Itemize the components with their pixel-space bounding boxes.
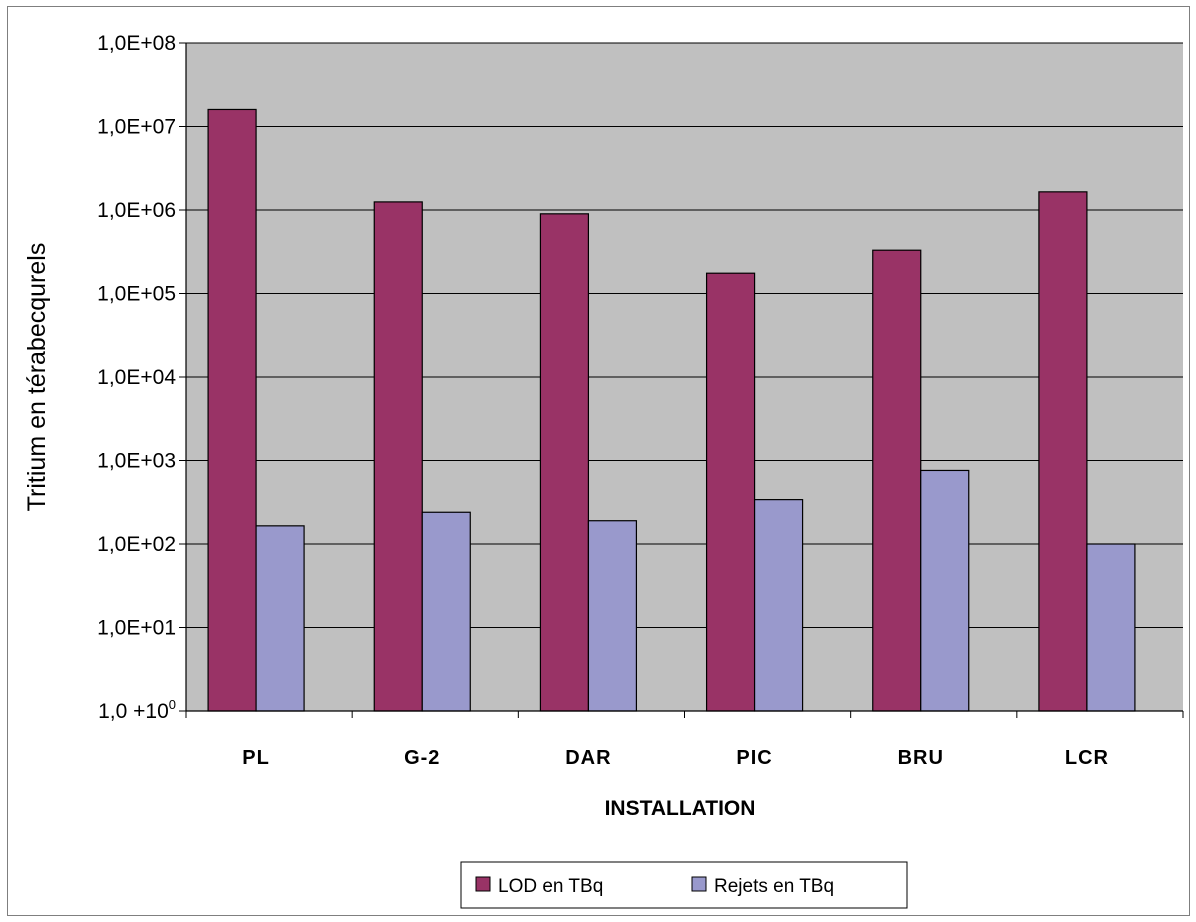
x-tick-label: BRU [898, 747, 944, 769]
y-tick-labels: 1,0 +100 1,0E+01 1,0E+02 1,0E+03 1,0E+04 1,0E… [97, 32, 176, 723]
y-axis-title: Tritium en térabecqurels [23, 243, 51, 512]
x-tick-label: DAR [565, 747, 611, 769]
x-tick-label: PIC [736, 747, 772, 769]
y-tick-label: 1,0E+02 [97, 533, 176, 556]
y-tick-label: 1,0 +100 [98, 697, 176, 723]
x-tick-label: LCR [1065, 747, 1109, 769]
y-tick-label: 1,0E+04 [97, 366, 176, 389]
bar-rejets [255, 525, 305, 712]
x-tick-label: G-2 [404, 747, 440, 769]
legend-label: Rejets en TBq [714, 876, 834, 897]
y-tick-label: 1,0E+08 [97, 32, 176, 55]
bar-lod [539, 213, 590, 712]
bar-rejets [1086, 543, 1136, 712]
gridlines [186, 42, 1183, 628]
bar-lod [872, 249, 922, 712]
x-tick-labels: PL G-2 DAR PIC BRU LCR [242, 747, 1109, 769]
legend-swatch [691, 876, 707, 892]
bar-rejets [587, 520, 638, 712]
bar-rejets [421, 511, 471, 712]
x-axis-title: INSTALLATION [605, 797, 756, 820]
y-tick-label: 1,0E+01 [97, 617, 176, 640]
bar-lod [1038, 191, 1088, 712]
y-tick-label: 1,0E+06 [97, 199, 176, 222]
legend-box [460, 861, 908, 909]
legend: LOD en TBq Rejets en TBq [460, 861, 908, 909]
legend-swatch [475, 876, 491, 892]
bar-lod [373, 201, 423, 712]
y-tick-label: 1,0E+07 [97, 116, 176, 139]
x-tick-label: PL [242, 747, 270, 769]
bar-rejets [920, 469, 970, 712]
bar-rejets [753, 499, 804, 712]
bars [207, 108, 1136, 712]
y-tick-label: 1,0E+05 [97, 283, 176, 306]
bar-lod [705, 272, 756, 712]
legend-label: LOD en TBq [498, 876, 603, 897]
bar-lod [207, 108, 257, 712]
y-tick-label: 1,0E+03 [97, 450, 176, 473]
axes [179, 42, 1184, 718]
